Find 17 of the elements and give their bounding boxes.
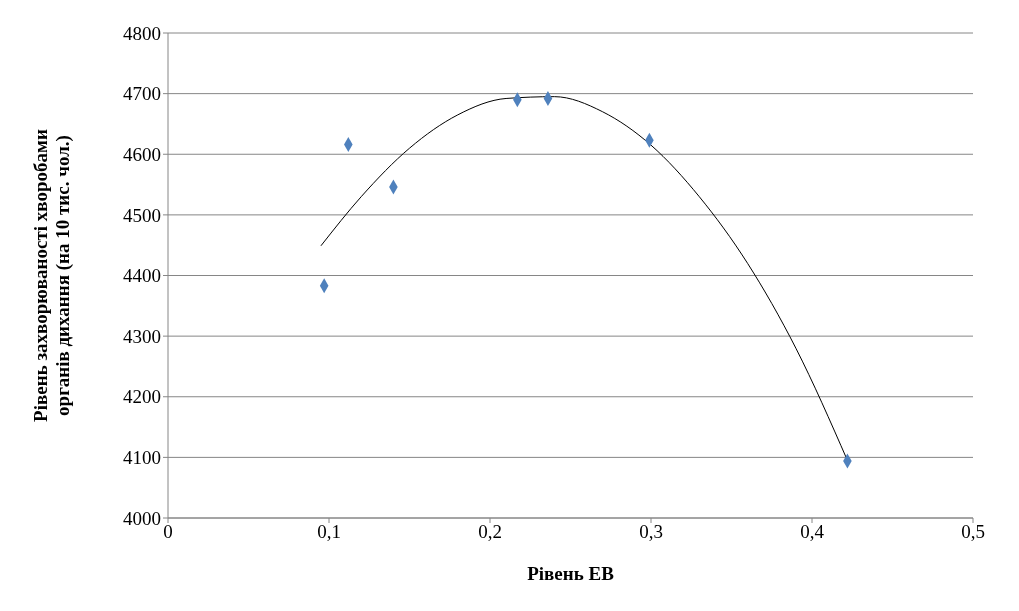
y-tick-label: 4200 bbox=[123, 386, 161, 408]
x-tick-label: 0,1 bbox=[317, 521, 341, 543]
y-tick-label: 4100 bbox=[123, 447, 161, 469]
y-tick-label: 4000 bbox=[123, 507, 161, 529]
x-tick-label: 0,4 bbox=[800, 521, 825, 543]
x-tick-label: 0,5 bbox=[961, 521, 985, 543]
x-tick-label: 0,2 bbox=[478, 521, 502, 543]
x-tick-label: 0,3 bbox=[639, 521, 663, 543]
y-tick-label: 4700 bbox=[123, 83, 161, 105]
y-tick-label: 4300 bbox=[123, 325, 161, 347]
y-tick-label: 4500 bbox=[123, 204, 161, 226]
x-tick-label: 0 bbox=[163, 521, 173, 543]
y-tick-label: 4600 bbox=[123, 143, 161, 165]
y-tick-label: 4400 bbox=[123, 265, 161, 287]
y-tick-label: 4800 bbox=[123, 22, 161, 44]
x-axis-title: Рівень ЕВ bbox=[527, 563, 615, 584]
y-axis-title: Рівень захворюваності хворобами органів дихання (на 10 тис. чол.) bbox=[30, 129, 74, 422]
